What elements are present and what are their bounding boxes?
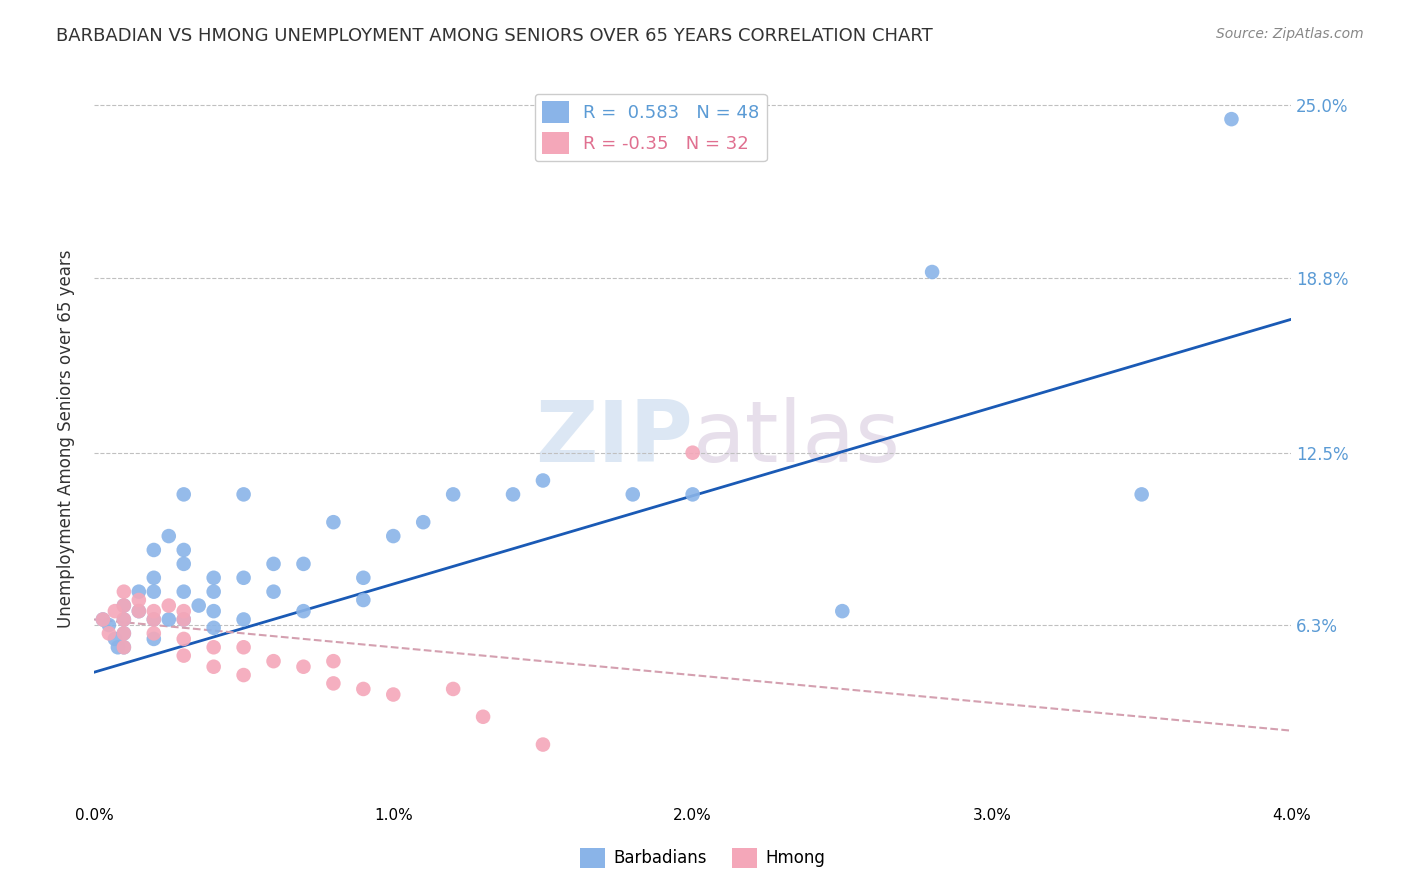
Point — [91, 612, 114, 626]
Text: atlas: atlas — [693, 397, 901, 480]
Point — [292, 604, 315, 618]
Point — [682, 446, 704, 460]
Point — [173, 487, 195, 501]
Point — [352, 593, 374, 607]
Point — [112, 612, 135, 626]
Point — [202, 571, 225, 585]
Point — [142, 543, 165, 558]
Point — [142, 604, 165, 618]
Point — [173, 557, 195, 571]
Point — [112, 626, 135, 640]
Point — [157, 599, 180, 613]
Point — [412, 515, 434, 529]
Point — [107, 640, 129, 655]
Point — [232, 668, 254, 682]
Point — [263, 584, 285, 599]
Point — [921, 265, 943, 279]
Point — [128, 604, 150, 618]
Point — [263, 654, 285, 668]
Point — [173, 543, 195, 558]
Legend: R =  0.583   N = 48, R = -0.35   N = 32: R = 0.583 N = 48, R = -0.35 N = 32 — [534, 94, 766, 161]
Point — [682, 487, 704, 501]
Point — [112, 584, 135, 599]
Point — [112, 612, 135, 626]
Point — [112, 626, 135, 640]
Point — [142, 612, 165, 626]
Point — [173, 612, 195, 626]
Point — [1130, 487, 1153, 501]
Point — [173, 612, 195, 626]
Point — [322, 676, 344, 690]
Point — [202, 640, 225, 655]
Point — [232, 487, 254, 501]
Point — [142, 571, 165, 585]
Point — [142, 612, 165, 626]
Point — [128, 584, 150, 599]
Point — [202, 621, 225, 635]
Point — [621, 487, 644, 501]
Point — [173, 584, 195, 599]
Point — [173, 632, 195, 646]
Point — [263, 557, 285, 571]
Point — [112, 599, 135, 613]
Point — [472, 710, 495, 724]
Point — [142, 626, 165, 640]
Point — [128, 604, 150, 618]
Point — [97, 618, 120, 632]
Point — [352, 681, 374, 696]
Point — [128, 593, 150, 607]
Point — [104, 632, 127, 646]
Y-axis label: Unemployment Among Seniors over 65 years: Unemployment Among Seniors over 65 years — [58, 250, 75, 628]
Legend: Barbadians, Hmong: Barbadians, Hmong — [574, 841, 832, 875]
Text: Source: ZipAtlas.com: Source: ZipAtlas.com — [1216, 27, 1364, 41]
Point — [112, 640, 135, 655]
Point — [232, 640, 254, 655]
Point — [292, 659, 315, 673]
Point — [292, 557, 315, 571]
Point — [157, 612, 180, 626]
Point — [232, 571, 254, 585]
Point — [322, 654, 344, 668]
Point — [91, 612, 114, 626]
Point — [441, 487, 464, 501]
Point — [112, 599, 135, 613]
Point — [322, 515, 344, 529]
Point — [142, 584, 165, 599]
Point — [187, 599, 209, 613]
Point — [202, 584, 225, 599]
Point — [173, 648, 195, 663]
Point — [831, 604, 853, 618]
Point — [382, 688, 405, 702]
Point — [104, 604, 127, 618]
Text: BARBADIAN VS HMONG UNEMPLOYMENT AMONG SENIORS OVER 65 YEARS CORRELATION CHART: BARBADIAN VS HMONG UNEMPLOYMENT AMONG SE… — [56, 27, 934, 45]
Point — [531, 474, 554, 488]
Point — [502, 487, 524, 501]
Point — [142, 632, 165, 646]
Point — [352, 571, 374, 585]
Point — [97, 626, 120, 640]
Point — [531, 738, 554, 752]
Point — [112, 640, 135, 655]
Text: ZIP: ZIP — [534, 397, 693, 480]
Point — [441, 681, 464, 696]
Point — [173, 604, 195, 618]
Point — [232, 612, 254, 626]
Point — [382, 529, 405, 543]
Point — [157, 529, 180, 543]
Point — [202, 659, 225, 673]
Point — [202, 604, 225, 618]
Point — [1220, 112, 1243, 127]
